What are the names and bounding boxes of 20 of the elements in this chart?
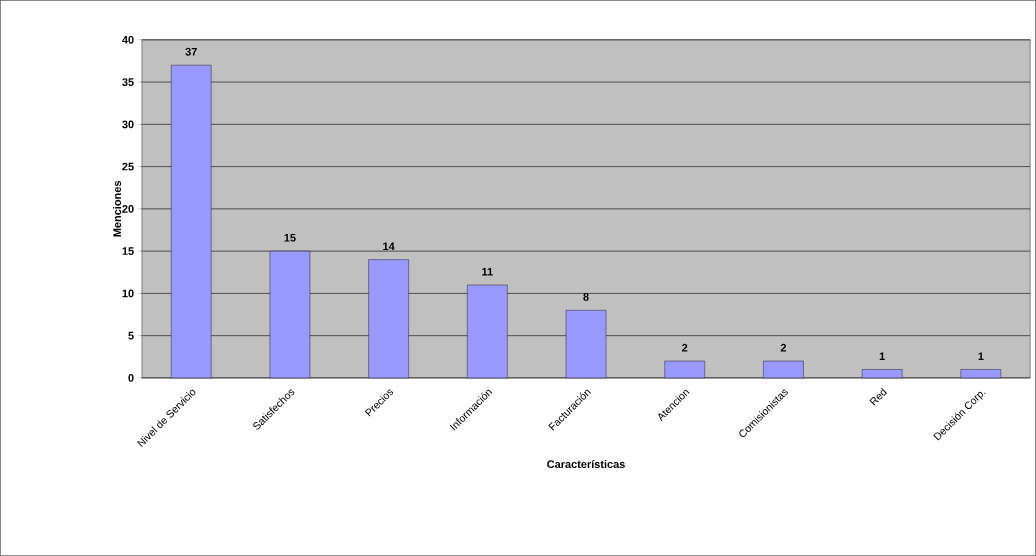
data-label: 2 [682, 343, 688, 352]
data-label: 1 [978, 352, 984, 361]
y-tick-label: 0 [128, 374, 134, 382]
data-label: 15 [284, 234, 296, 242]
data-label: 14 [383, 242, 395, 251]
y-tick-label: 30 [122, 120, 134, 129]
y-tick-label: 10 [122, 289, 134, 298]
data-label: 8 [583, 293, 589, 301]
data-label: 2 [780, 343, 787, 352]
y-tick-label: 35 [122, 78, 134, 87]
data-label: 37 [185, 47, 197, 56]
y-axis-title: Menciones [113, 181, 122, 237]
data-label: 1 [879, 352, 885, 361]
y-tick-label: 25 [122, 162, 134, 171]
data-label: 11 [482, 267, 493, 276]
x-axis-title: Características [547, 460, 625, 469]
y-tick-label: 40 [122, 36, 134, 44]
y-tick-label: 5 [128, 331, 134, 340]
y-tick-label: 15 [122, 247, 134, 256]
y-tick-label: 20 [122, 205, 134, 213]
